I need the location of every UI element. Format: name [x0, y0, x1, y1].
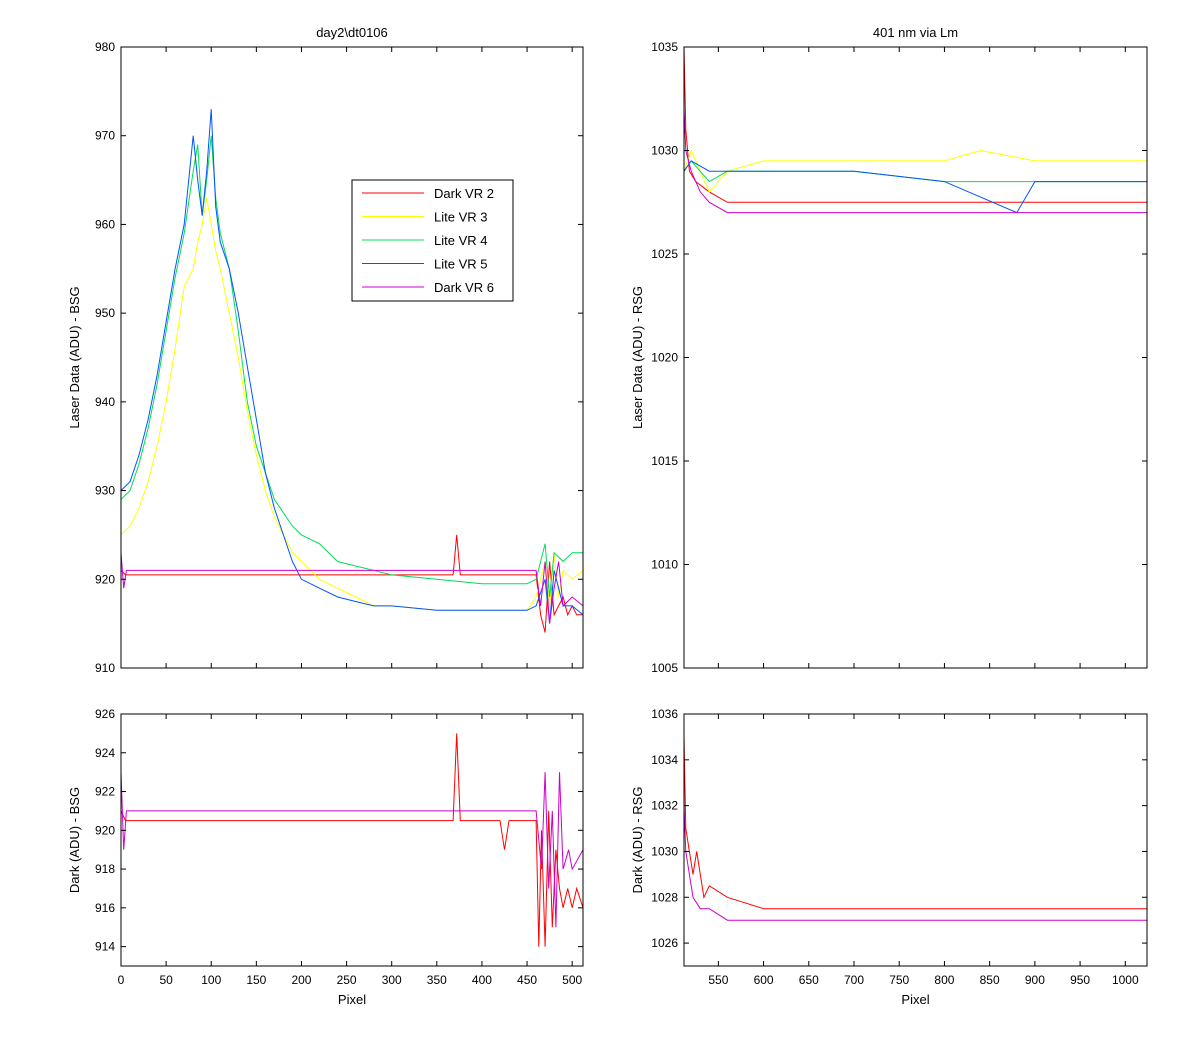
x-tick-label: 550 — [708, 973, 728, 987]
x-tick-label: 150 — [246, 973, 266, 987]
series-group — [121, 733, 583, 947]
series-line-dark-vr-6 — [121, 552, 583, 624]
y-tick-label: 916 — [95, 901, 115, 915]
y-tick-label: 980 — [95, 40, 115, 54]
y-tick-label: 1026 — [651, 936, 678, 950]
y-tick-label: 1020 — [651, 351, 678, 365]
x-axis-label: Pixel — [338, 992, 366, 1007]
y-tick-label: 940 — [95, 395, 115, 409]
y-axis-label: Dark (ADU) - RSG — [630, 787, 645, 894]
x-tick-label: 250 — [337, 973, 357, 987]
x-tick-label: 350 — [427, 973, 447, 987]
x-tick-label: 950 — [1070, 973, 1090, 987]
y-tick-label: 1030 — [651, 144, 678, 158]
plot-area — [684, 47, 1147, 668]
y-tick-label: 918 — [95, 862, 115, 876]
plot-area — [684, 714, 1147, 966]
chart-title: 401 nm via Lm — [873, 25, 958, 40]
y-tick-label: 970 — [95, 129, 115, 143]
x-tick-label: 650 — [799, 973, 819, 987]
y-tick-label: 950 — [95, 306, 115, 320]
legend-label-lite-vr-3: Lite VR 3 — [434, 210, 487, 225]
x-axis-label: Pixel — [901, 992, 929, 1007]
x-tick-label: 800 — [934, 973, 954, 987]
y-tick-label: 1010 — [651, 558, 678, 572]
y-axis-label: Dark (ADU) - BSG — [67, 787, 82, 893]
y-tick-label: 960 — [95, 217, 115, 231]
series-line-lite-vr-5 — [684, 160, 1147, 214]
y-tick-label: 1015 — [651, 454, 678, 468]
y-tick-label: 920 — [95, 572, 115, 586]
x-tick-label: 900 — [1025, 973, 1045, 987]
y-tick-label: 1028 — [651, 890, 678, 904]
y-tick-label: 1035 — [651, 40, 678, 54]
legend-label-dark-vr-2: Dark VR 2 — [434, 186, 494, 201]
x-tick-label: 500 — [562, 973, 582, 987]
y-tick-label: 1025 — [651, 247, 678, 261]
y-tick-label: 1032 — [651, 799, 678, 813]
panel-ur: 1005 1010 1015 1020 1025 1030 1035 401 nm via L… — [630, 25, 1148, 675]
y-axis-label: Laser Data (ADU) - BSG — [67, 286, 82, 428]
series-group — [684, 47, 1147, 214]
x-tick-label: 700 — [844, 973, 864, 987]
y-tick-label: 914 — [95, 940, 115, 954]
series-line-lite-vr-3 — [121, 197, 583, 611]
series-group — [121, 109, 583, 633]
y-tick-label: 1034 — [651, 753, 678, 767]
y-tick-label: 926 — [95, 707, 115, 721]
series-group — [684, 736, 1147, 921]
y-tick-label: 930 — [95, 484, 115, 498]
y-axis-label: Laser Data (ADU) - RSG — [630, 286, 645, 429]
x-tick-label: 1000 — [1112, 973, 1139, 987]
panel-lr: 550 600 650 700 750 800 850 900 950 1000 1026 1028 1… — [630, 707, 1148, 1007]
y-tick-label: 910 — [95, 661, 115, 675]
series-line-dark-vr-6 — [121, 772, 583, 928]
y-tick-label: 1005 — [651, 661, 678, 675]
axes-frame — [683, 713, 1148, 967]
x-tick-label: 300 — [382, 973, 402, 987]
x-tick-label: 850 — [980, 973, 1000, 987]
x-tick-label: 400 — [472, 973, 492, 987]
y-tick-label: 1036 — [651, 707, 678, 721]
legend-label-dark-vr-6: Dark VR 6 — [434, 280, 494, 295]
y-tick-label: 922 — [95, 785, 115, 799]
series-line-lite-vr-3 — [684, 149, 1147, 193]
series-line-lite-vr-5 — [121, 109, 583, 624]
x-tick-label: 100 — [201, 973, 221, 987]
y-tick-label: 1030 — [651, 844, 678, 858]
x-tick-label: 0 — [118, 973, 125, 987]
series-line-dark-vr-2 — [121, 733, 583, 947]
x-tick-label: 200 — [291, 973, 311, 987]
x-tick-label: 50 — [159, 973, 173, 987]
y-tick-label: 920 — [95, 823, 115, 837]
legend: Dark VR 2 Lite VR 3 Lite VR 4 Lite VR 5 Dark… — [351, 179, 514, 302]
x-tick-label: 750 — [889, 973, 909, 987]
axes-frame — [120, 46, 584, 669]
y-tick-label: 924 — [95, 746, 115, 760]
axes-frame — [120, 713, 584, 967]
panel-ul: 910 920 930 940 950 960 970 980 day2\dt0106 Laser… — [67, 25, 584, 675]
plot-area — [121, 714, 583, 966]
series-line-dark-vr-6 — [684, 109, 1147, 214]
legend-label-lite-vr-5: Lite VR 5 — [434, 257, 487, 272]
series-line-dark-vr-2 — [684, 736, 1147, 910]
panel-ll: 0 50 100 150 200 250 300 350 400 450 500 914 916 918 9… — [67, 707, 584, 1007]
legend-label-lite-vr-4: Lite VR 4 — [434, 233, 487, 248]
x-tick-label: 450 — [517, 973, 537, 987]
series-line-dark-vr-6 — [684, 805, 1147, 921]
x-tick-label: 600 — [754, 973, 774, 987]
chart-title: day2\dt0106 — [316, 25, 388, 40]
